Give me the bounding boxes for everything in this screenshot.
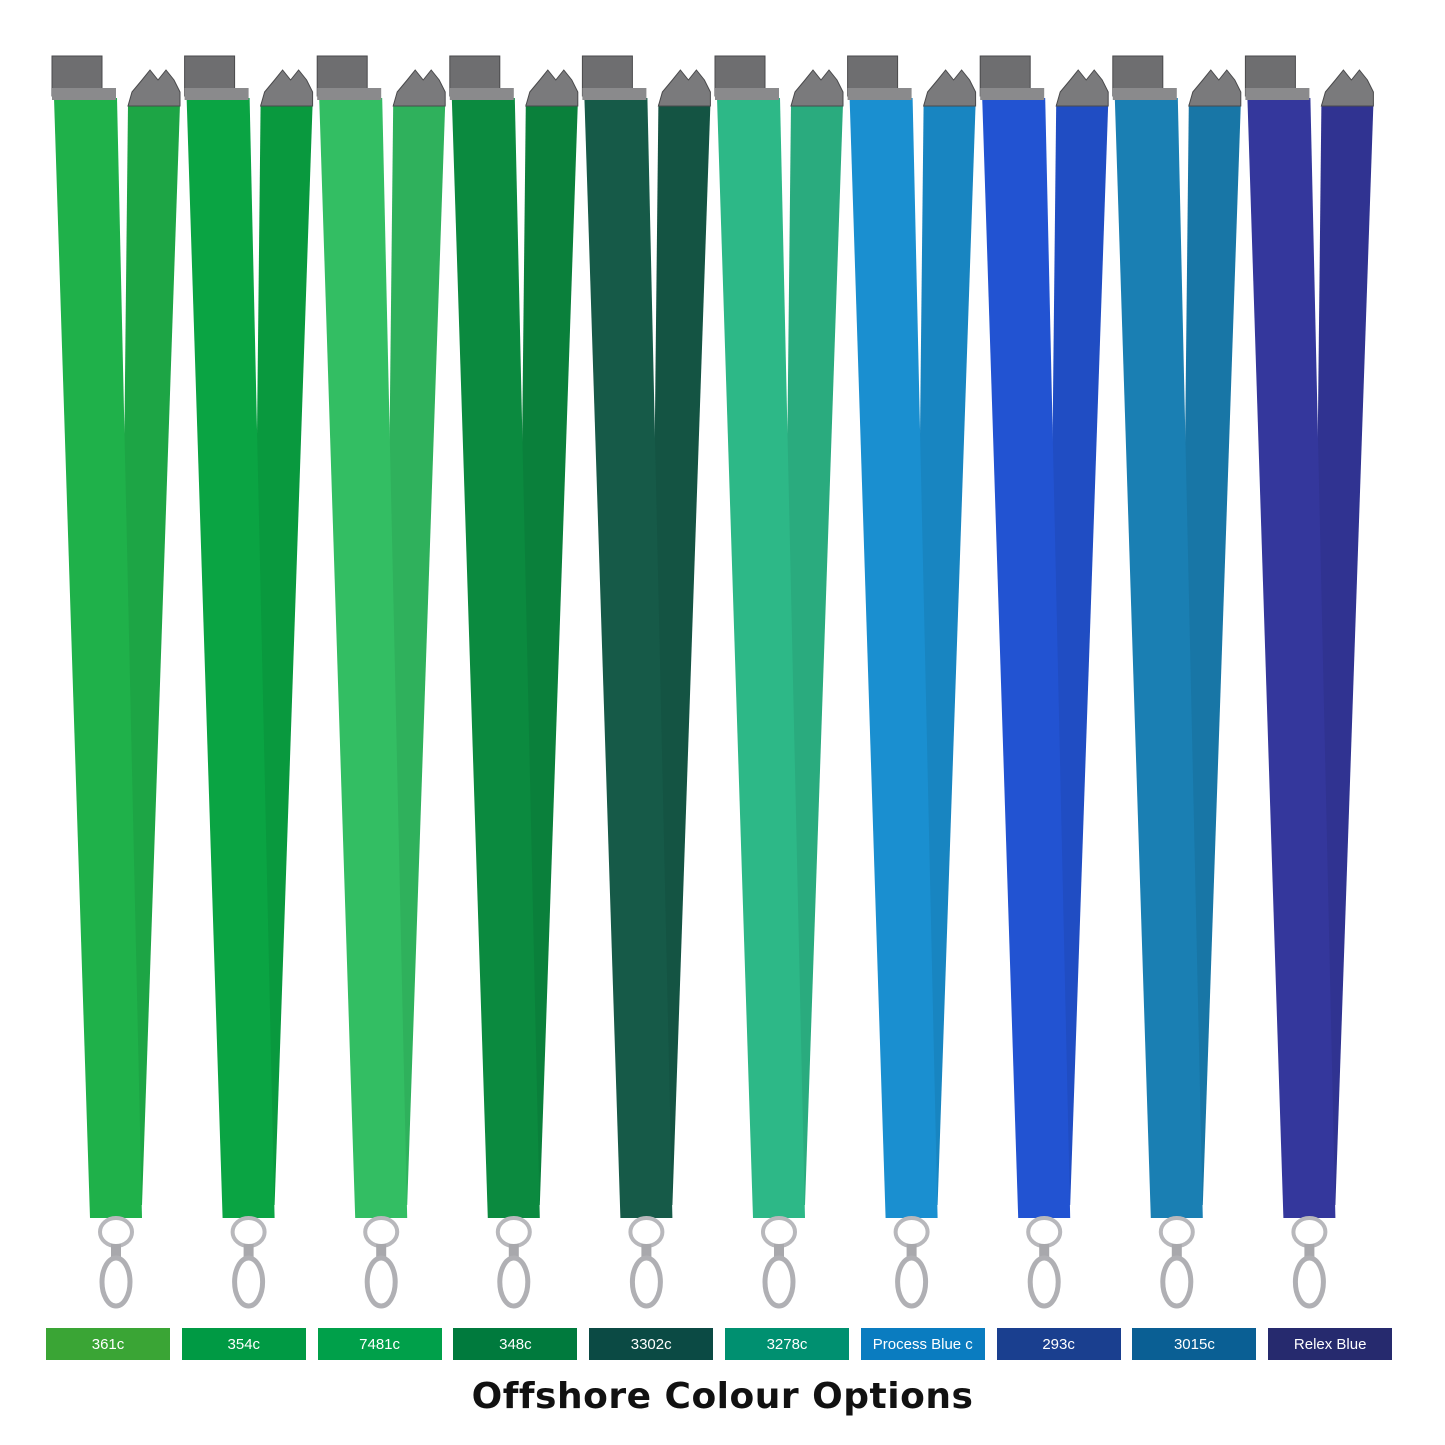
breakaway-clip bbox=[392, 69, 446, 107]
hook-ring bbox=[893, 1216, 930, 1248]
breakaway-clip bbox=[127, 69, 181, 107]
lobster-clasp-icon bbox=[1027, 1255, 1061, 1309]
hook-swivel bbox=[508, 1244, 519, 1258]
metal-clip-crimp bbox=[582, 88, 647, 100]
breakaway-clip bbox=[259, 69, 314, 107]
lobster-clasp-icon bbox=[762, 1255, 796, 1309]
hook-ring bbox=[1158, 1216, 1195, 1248]
colour-swatch-3015c: 3015c bbox=[1132, 1328, 1257, 1360]
lobster-clasp-icon bbox=[99, 1255, 133, 1309]
hook-swivel bbox=[1039, 1244, 1050, 1258]
lobster-clasp-icon bbox=[1160, 1255, 1194, 1309]
lanyard-strap-left bbox=[54, 98, 142, 1218]
lanyard-strap-left bbox=[849, 98, 938, 1218]
metal-clip-crimp bbox=[1112, 88, 1177, 100]
hook-ring bbox=[1291, 1216, 1328, 1248]
lanyard-strap-left bbox=[451, 98, 540, 1218]
breakaway-clip bbox=[922, 69, 977, 107]
colour-swatch-relex-blue: Relex Blue bbox=[1268, 1328, 1393, 1360]
hook-swivel bbox=[774, 1244, 784, 1258]
lanyard-strap-left bbox=[717, 98, 805, 1218]
breakaway-clip bbox=[525, 69, 579, 107]
hook-ring bbox=[495, 1216, 532, 1248]
metal-clip-crimp bbox=[184, 88, 249, 100]
lobster-clasp-icon bbox=[1292, 1255, 1326, 1309]
hook-swivel bbox=[906, 1244, 917, 1258]
lobster-clasp-icon bbox=[895, 1255, 929, 1309]
hook-ring bbox=[230, 1216, 267, 1248]
lobster-clasp-icon bbox=[232, 1255, 266, 1309]
breakaway-clip bbox=[657, 69, 711, 107]
metal-clip-crimp bbox=[847, 88, 912, 100]
metal-clip-crimp bbox=[980, 88, 1045, 100]
colour-swatch-354c: 354c bbox=[181, 1328, 306, 1360]
lanyard-strap-left bbox=[186, 98, 275, 1218]
hook-swivel bbox=[641, 1244, 652, 1258]
lanyard-strap-left bbox=[982, 98, 1071, 1218]
colour-swatch-process-blue-c: Process Blue c bbox=[860, 1328, 985, 1360]
lanyard-strap-left bbox=[1247, 98, 1336, 1218]
breakaway-clip bbox=[790, 69, 844, 107]
hook-swivel bbox=[1304, 1244, 1315, 1258]
hook-swivel bbox=[1171, 1244, 1182, 1258]
metal-clip-crimp bbox=[52, 88, 116, 100]
metal-clip-crimp bbox=[317, 88, 382, 100]
lobster-clasp-icon bbox=[364, 1255, 398, 1309]
colour-swatch-348c: 348c bbox=[453, 1328, 578, 1360]
hook-swivel bbox=[376, 1244, 387, 1258]
colour-swatch-3302c: 3302c bbox=[589, 1328, 714, 1360]
hook-ring bbox=[1026, 1216, 1063, 1248]
breakaway-clip bbox=[1055, 69, 1109, 107]
breakaway-clip bbox=[1188, 69, 1242, 107]
hook-ring bbox=[98, 1216, 134, 1248]
lanyard-strap-left bbox=[319, 98, 408, 1218]
page-title: Offshore Colour Options bbox=[471, 1376, 974, 1417]
metal-clip-crimp bbox=[1245, 88, 1310, 100]
hook-ring bbox=[628, 1216, 665, 1248]
colour-swatch-7481c: 7481c bbox=[317, 1328, 442, 1360]
hook-swivel bbox=[111, 1244, 121, 1258]
hook-ring bbox=[761, 1216, 797, 1248]
lobster-clasp-icon bbox=[497, 1255, 531, 1309]
lanyard-strap-left bbox=[584, 98, 673, 1218]
hook-swivel bbox=[243, 1244, 254, 1258]
lobster-clasp-icon bbox=[629, 1255, 663, 1309]
lanyard-illustration bbox=[51, 55, 1374, 1309]
lanyard-strap-left bbox=[1114, 98, 1203, 1218]
colour-swatch-361c: 361c bbox=[46, 1328, 170, 1360]
colour-swatch-3278c: 3278c bbox=[725, 1328, 849, 1360]
breakaway-clip bbox=[1320, 69, 1374, 107]
colour-swatch-293c: 293c bbox=[996, 1328, 1121, 1360]
metal-clip-crimp bbox=[715, 88, 779, 100]
hook-ring bbox=[363, 1216, 400, 1248]
metal-clip-crimp bbox=[449, 88, 514, 100]
